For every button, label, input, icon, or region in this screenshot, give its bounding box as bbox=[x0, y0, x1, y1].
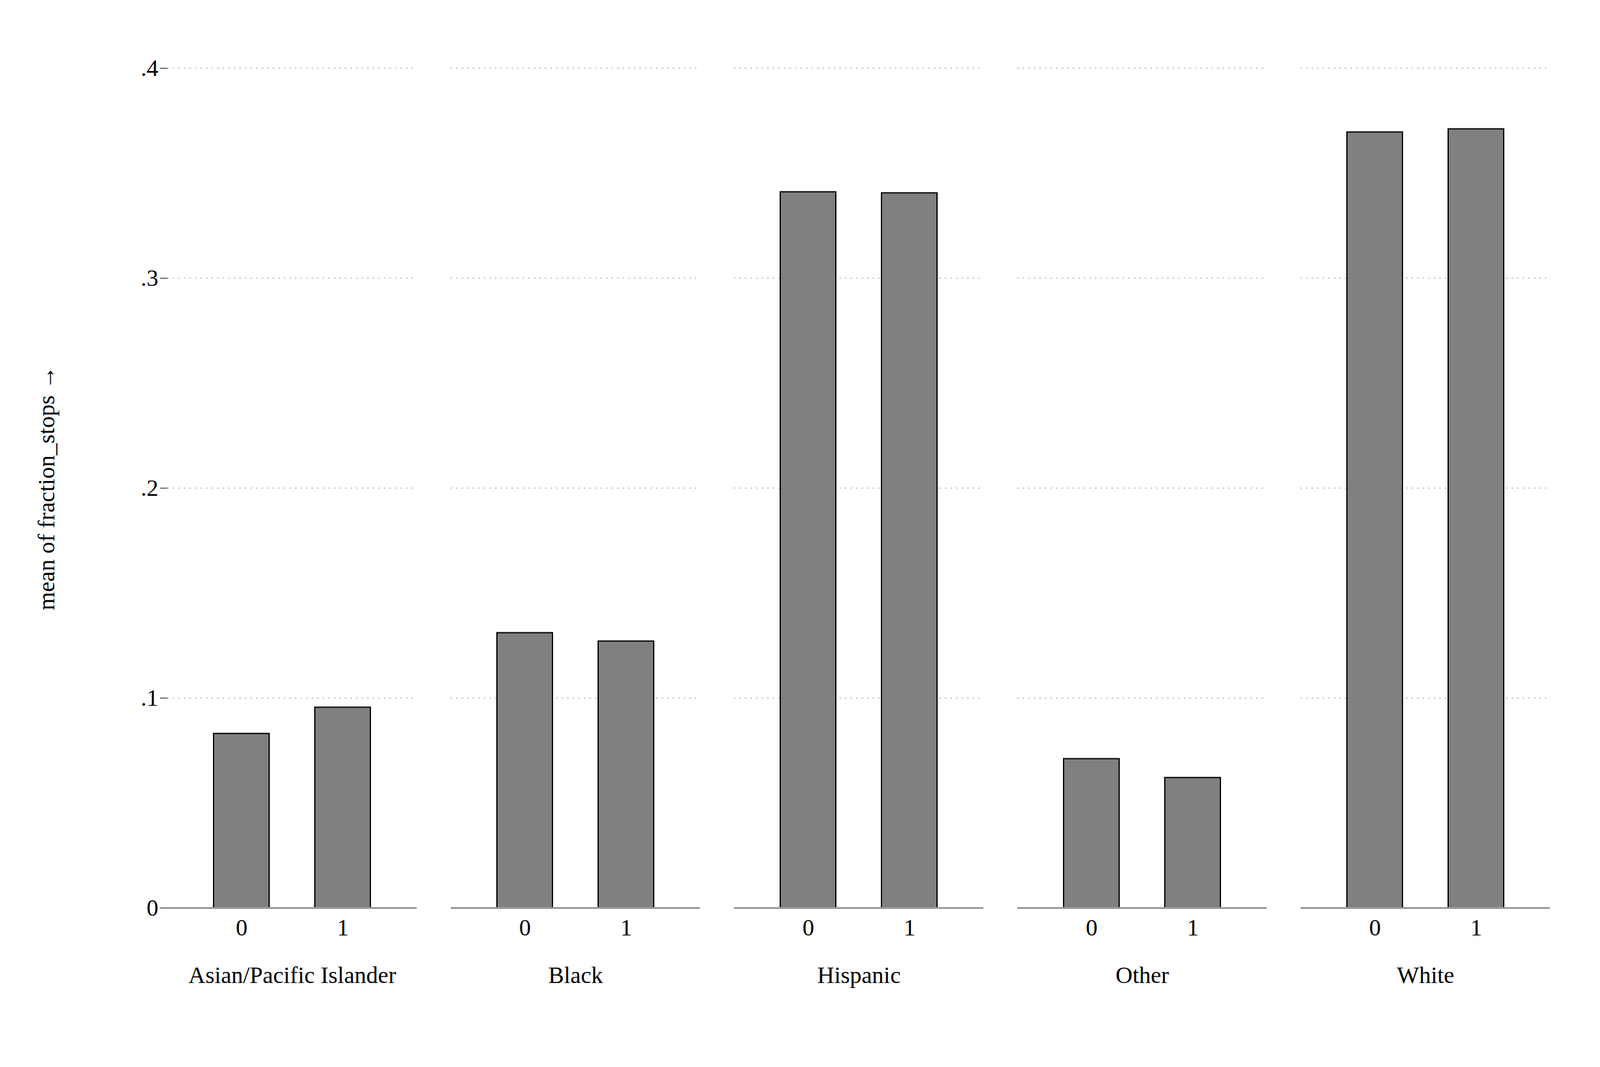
svg-text:1: 1 bbox=[903, 914, 916, 941]
svg-text:.3: .3 bbox=[140, 264, 159, 291]
svg-text:White: White bbox=[1396, 961, 1455, 988]
svg-text:1: 1 bbox=[620, 914, 633, 941]
svg-text:.1: .1 bbox=[140, 684, 159, 711]
svg-text:1: 1 bbox=[1470, 914, 1483, 941]
svg-text:mean of fraction_stops →: mean of fraction_stops → bbox=[33, 366, 60, 611]
svg-text:0: 0 bbox=[1085, 914, 1098, 941]
svg-text:0: 0 bbox=[146, 894, 159, 921]
svg-text:0: 0 bbox=[802, 914, 815, 941]
svg-text:Other: Other bbox=[1115, 961, 1170, 988]
svg-text:Black: Black bbox=[548, 961, 604, 988]
svg-text:0: 0 bbox=[235, 914, 248, 941]
svg-text:.2: .2 bbox=[140, 474, 159, 501]
svg-text:1: 1 bbox=[337, 914, 349, 941]
svg-text:0: 0 bbox=[519, 914, 531, 941]
svg-text:.4: .4 bbox=[140, 54, 159, 81]
svg-text:0: 0 bbox=[1369, 914, 1381, 941]
svg-text:Hispanic: Hispanic bbox=[817, 961, 901, 988]
svg-text:1: 1 bbox=[1187, 914, 1199, 941]
svg-text:Asian/Pacific Islander: Asian/Pacific Islander bbox=[188, 961, 397, 988]
